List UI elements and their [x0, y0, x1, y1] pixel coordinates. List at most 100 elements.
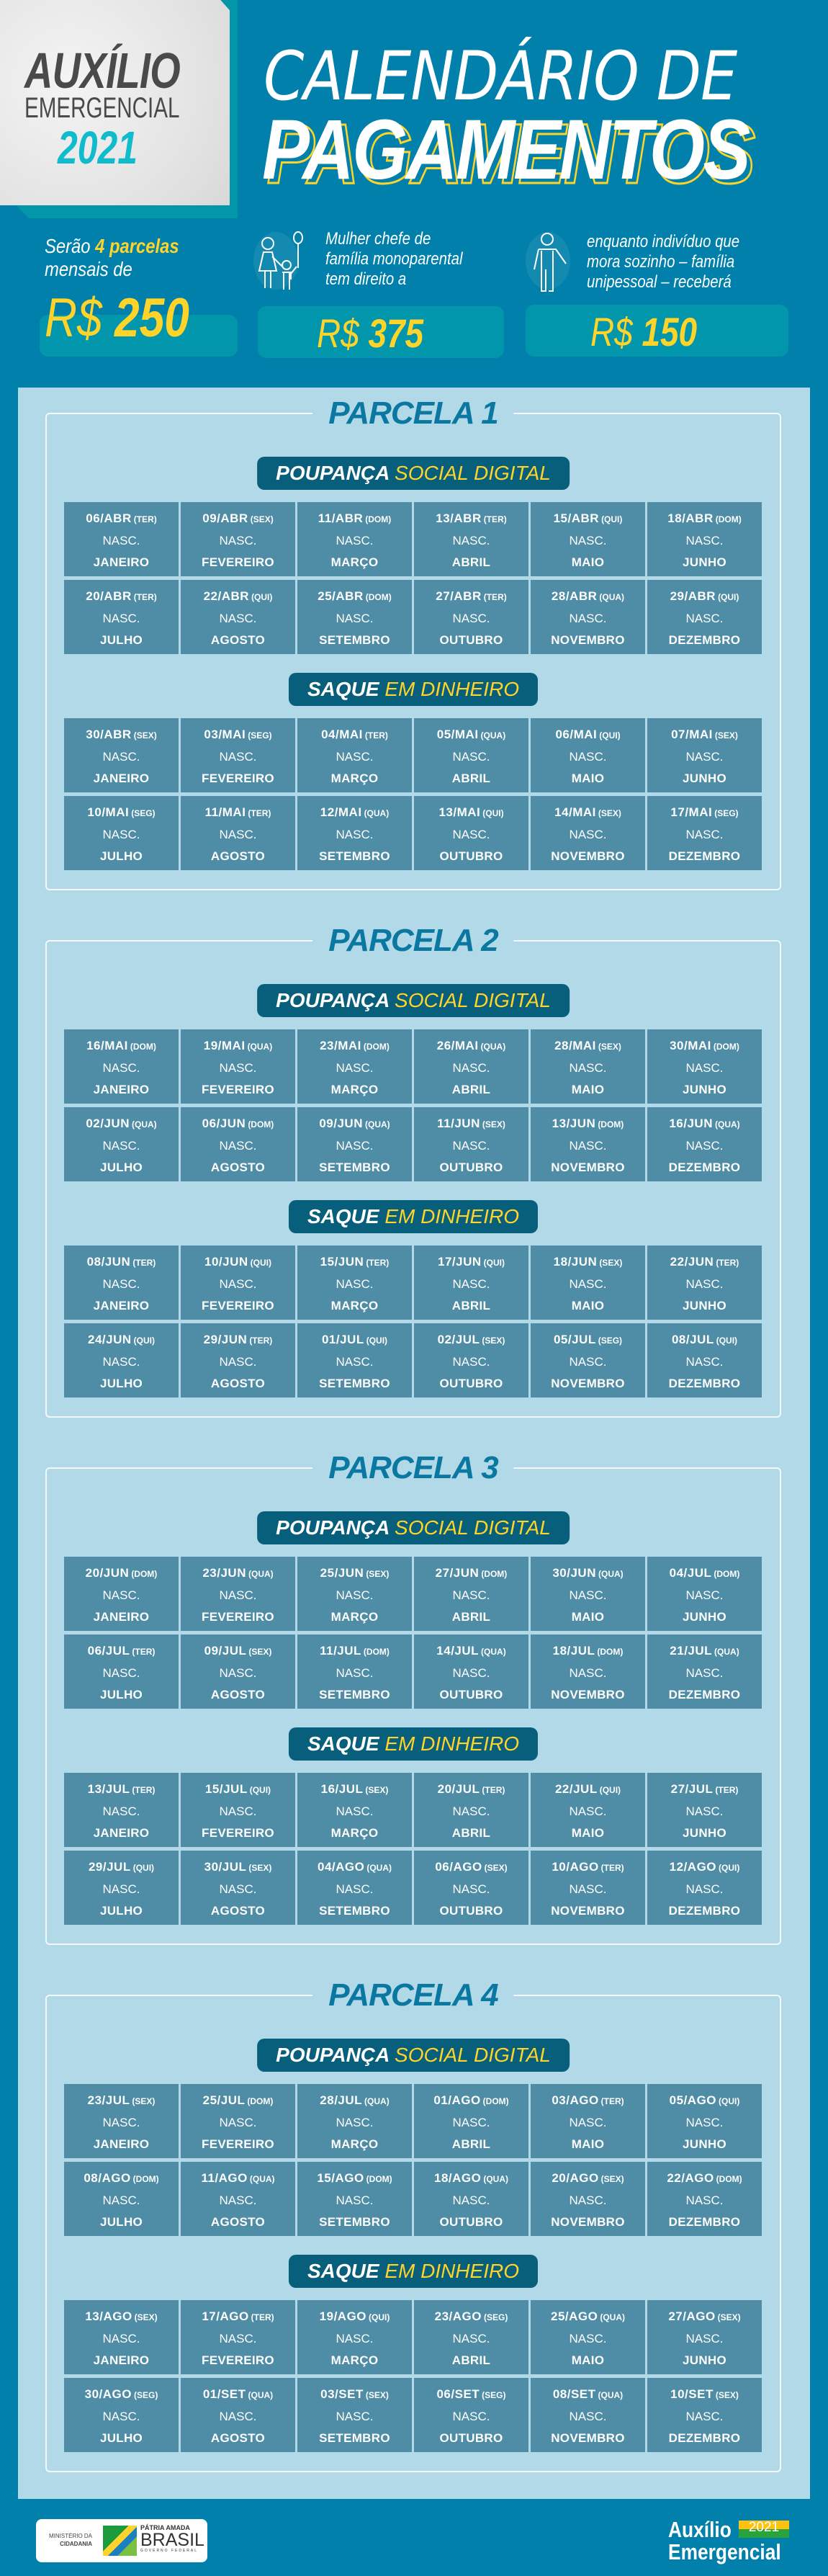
birth-label: NASC.	[569, 1882, 607, 1896]
schedule-cell: 08/AGO (DOM) NASC. JULHO	[64, 2162, 179, 2236]
government-logo: MINISTÉRIO DA CIDADANIA PÁTRIA AMADA BRASI…	[36, 2519, 207, 2562]
schedule-cell: 20/JUL (TER) NASC. ABRIL	[414, 1773, 528, 1847]
weekday: (DOM)	[714, 1569, 740, 1579]
birth-label: NASC.	[569, 612, 607, 625]
birth-label: NASC.	[219, 1588, 257, 1602]
birth-month: NOVEMBRO	[551, 1160, 625, 1174]
birth-label: NASC.	[452, 1277, 490, 1291]
weekday: (QUA)	[364, 2096, 390, 2106]
payment-date: 14/MAI	[554, 805, 596, 819]
birth-month: ABRIL	[451, 2137, 491, 2151]
payment-date-line: 16/JUN (QUA)	[647, 1113, 762, 1135]
birth-month: MARÇO	[330, 555, 379, 569]
birth-month: FEVEREIRO	[202, 1826, 274, 1840]
birth-month: DEZEMBRO	[668, 2215, 741, 2229]
intro-highlight: 4 parcelas	[95, 235, 179, 257]
payment-date-line: 05/AGO (QUI)	[647, 2090, 762, 2112]
weekday: (TER)	[132, 1647, 156, 1657]
schedule-cell: 06/JUN (DOM) NASC. AGOSTO	[181, 1107, 295, 1181]
schedule-cell: 23/MAI (DOM) NASC. MARÇO	[297, 1029, 412, 1104]
payment-date-line: 26/MAI (QUA)	[414, 1035, 528, 1057]
payment-date: 20/ABR	[86, 589, 132, 603]
payment-date-line: 06/ABR (TER)	[64, 508, 179, 530]
weekday: (QUI)	[601, 514, 623, 524]
payment-date: 23/AGO	[434, 2309, 482, 2323]
single-text-line: mora sozinho – família	[587, 252, 735, 272]
birth-month: FEVEREIRO	[202, 1299, 274, 1312]
birth-label: NASC.	[219, 1355, 257, 1369]
weekday: (QUA)	[481, 1647, 506, 1657]
payment-date-line: 01/JUL (QUI)	[297, 1329, 412, 1351]
weekday: (DOM)	[365, 592, 392, 602]
payment-date-line: 01/AGO (DOM)	[414, 2090, 528, 2112]
pill-label-highlight: EM DINHEIRO	[384, 1732, 520, 1755]
payment-date: 16/MAI	[86, 1039, 128, 1052]
payment-date: 30/AGO	[84, 2387, 132, 2401]
schedule-cell: 20/JUN (DOM) NASC. JANEIRO	[64, 1557, 179, 1631]
title-text: PAGAMENTOS	[262, 102, 751, 197]
schedule-cell: 01/AGO (DOM) NASC. ABRIL	[414, 2084, 528, 2158]
schedule-cell: 23/JUL (SEX) NASC. JANEIRO	[64, 2084, 179, 2158]
payment-date-line: 16/JUL (SEX)	[297, 1779, 412, 1801]
birth-label: NASC.	[336, 1277, 374, 1291]
weekday: (SEX)	[134, 2312, 158, 2322]
birth-month: FEVEREIRO	[202, 2353, 274, 2367]
payment-date-line: 22/ABR (QUI)	[181, 586, 295, 608]
payment-date-line: 29/ABR (QUI)	[647, 586, 762, 608]
birth-month: AGOSTO	[210, 1377, 266, 1390]
weekday: (QUA)	[480, 1042, 506, 1052]
payment-date-line: 09/ABR (SEX)	[181, 508, 295, 530]
payment-date-line: 06/JUN (DOM)	[181, 1113, 295, 1135]
weekday: (TER)	[600, 1863, 624, 1873]
payment-date-line: 15/JUN (TER)	[297, 1251, 412, 1274]
schedule-cell: 06/ABR (TER) NASC. JANEIRO	[64, 502, 179, 576]
schedule-cell: 13/MAI (QUI) NASC. OUTUBRO	[414, 796, 528, 870]
payment-date: 04/JUL	[669, 1566, 712, 1580]
payment-date: 20/JUN	[85, 1566, 130, 1580]
birth-label: NASC.	[102, 2332, 140, 2345]
weekday: (SEX)	[599, 1258, 623, 1268]
weekday: (DOM)	[481, 1569, 508, 1579]
payment-date: 23/JUN	[202, 1566, 246, 1580]
brand-card	[0, 0, 230, 205]
birth-label: NASC.	[685, 750, 724, 764]
payment-date: 18/JUL	[552, 1644, 595, 1658]
payment-date: 13/JUN	[552, 1117, 596, 1130]
currency: R$	[45, 287, 102, 349]
birth-label: NASC.	[102, 534, 140, 547]
gov-line: GOVERNO FEDERAL	[140, 2549, 199, 2553]
payment-date-line: 28/JUL (QUA)	[297, 2090, 412, 2112]
payment-date: 27/JUN	[435, 1566, 480, 1580]
schedule-cell: 12/MAI (QUA) NASC. SETEMBRO	[297, 796, 412, 870]
birth-label: NASC.	[685, 2410, 724, 2423]
birth-label: NASC.	[102, 1882, 140, 1896]
parcela-section: PARCELA 4 POUPANÇA SOCIAL DIGITAL 23/JUL (S…	[45, 1977, 781, 2472]
schedule-cell: 27/ABR (TER) NASC. OUTUBRO	[414, 580, 528, 654]
weekday: (QUA)	[714, 1647, 739, 1657]
birth-label: NASC.	[569, 2116, 607, 2129]
weekday: (SEG)	[482, 2390, 506, 2400]
weekday: (QUI)	[132, 1863, 155, 1873]
payment-date-line: 17/MAI (SEG)	[647, 802, 762, 824]
birth-month: FEVEREIRO	[202, 1610, 274, 1624]
birth-label: NASC.	[452, 534, 490, 547]
weekday: (TER)	[364, 730, 388, 741]
birth-month: JULHO	[99, 1160, 143, 1174]
weekday: (SEX)	[482, 1336, 505, 1346]
schedule-cell: 24/JUN (QUI) NASC. JULHO	[64, 1323, 179, 1397]
birth-month: JULHO	[99, 849, 143, 863]
schedule-cell: 01/JUL (QUI) NASC. SETEMBRO	[297, 1323, 412, 1397]
payment-date-line: 23/JUL (SEX)	[64, 2090, 179, 2112]
schedule-cell: 13/AGO (SEX) NASC. JANEIRO	[64, 2300, 179, 2374]
birth-month: OUTUBRO	[439, 1160, 503, 1174]
payment-date-line: 25/ABR (DOM)	[297, 586, 412, 608]
birth-label: NASC.	[452, 2332, 490, 2345]
payment-date-line: 04/JUL (DOM)	[647, 1562, 762, 1585]
pill-label: SAQUE	[307, 1732, 379, 1755]
birth-label: NASC.	[336, 1882, 374, 1896]
payment-date: 25/JUN	[320, 1566, 364, 1580]
program-logo: Auxílio 2021 Emergencial	[668, 2518, 801, 2563]
payment-date: 06/SET	[436, 2387, 480, 2401]
birth-month: ABRIL	[451, 1299, 491, 1312]
weekday: (QUI)	[249, 1785, 271, 1795]
